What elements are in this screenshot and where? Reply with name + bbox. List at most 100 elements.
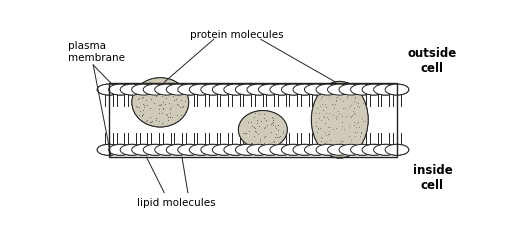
Circle shape — [362, 144, 386, 155]
Circle shape — [97, 84, 121, 95]
Circle shape — [109, 84, 132, 95]
Circle shape — [281, 144, 305, 155]
Circle shape — [132, 144, 155, 155]
Text: lipid molecules: lipid molecules — [137, 198, 215, 208]
Circle shape — [235, 84, 259, 95]
Circle shape — [235, 144, 259, 155]
Circle shape — [316, 144, 340, 155]
Circle shape — [155, 144, 179, 155]
Circle shape — [178, 84, 202, 95]
Circle shape — [374, 84, 397, 95]
Circle shape — [201, 144, 224, 155]
Circle shape — [224, 84, 247, 95]
Circle shape — [143, 84, 167, 95]
Circle shape — [235, 144, 259, 155]
Circle shape — [224, 144, 247, 155]
Circle shape — [339, 144, 363, 155]
Circle shape — [362, 84, 386, 95]
Text: plasma
membrane: plasma membrane — [68, 41, 125, 63]
Ellipse shape — [132, 78, 189, 127]
Circle shape — [281, 144, 305, 155]
Circle shape — [362, 144, 386, 155]
Circle shape — [270, 144, 294, 155]
Circle shape — [293, 144, 317, 155]
Circle shape — [339, 144, 363, 155]
Circle shape — [259, 144, 282, 155]
Circle shape — [143, 144, 167, 155]
Circle shape — [120, 144, 144, 155]
Ellipse shape — [238, 110, 287, 149]
Ellipse shape — [312, 81, 368, 158]
Circle shape — [247, 84, 271, 95]
Circle shape — [143, 144, 167, 155]
Circle shape — [212, 84, 236, 95]
Circle shape — [374, 144, 397, 155]
Circle shape — [189, 84, 213, 95]
Circle shape — [259, 84, 282, 95]
Circle shape — [178, 144, 202, 155]
Circle shape — [339, 84, 363, 95]
Circle shape — [166, 84, 190, 95]
Circle shape — [109, 144, 132, 155]
Circle shape — [132, 84, 155, 95]
Circle shape — [155, 84, 179, 95]
Circle shape — [351, 84, 374, 95]
Circle shape — [109, 144, 132, 155]
Circle shape — [224, 144, 247, 155]
Circle shape — [166, 144, 190, 155]
Circle shape — [132, 84, 155, 95]
Circle shape — [385, 144, 409, 155]
Circle shape — [143, 84, 167, 95]
Circle shape — [97, 84, 121, 95]
Circle shape — [304, 144, 328, 155]
Circle shape — [316, 84, 340, 95]
Circle shape — [327, 84, 351, 95]
Circle shape — [109, 84, 132, 95]
Circle shape — [212, 144, 236, 155]
Circle shape — [259, 84, 282, 95]
Ellipse shape — [132, 78, 189, 127]
Bar — [109, 83, 397, 157]
Circle shape — [224, 84, 247, 95]
Circle shape — [212, 84, 236, 95]
Circle shape — [304, 144, 328, 155]
Circle shape — [304, 84, 328, 95]
Circle shape — [270, 84, 294, 95]
Circle shape — [385, 84, 409, 95]
Circle shape — [247, 84, 271, 95]
Circle shape — [166, 84, 190, 95]
Circle shape — [270, 84, 294, 95]
Circle shape — [259, 144, 282, 155]
Circle shape — [293, 84, 317, 95]
Circle shape — [201, 84, 224, 95]
Circle shape — [362, 84, 386, 95]
Circle shape — [374, 84, 397, 95]
Circle shape — [374, 144, 397, 155]
Circle shape — [97, 144, 121, 155]
Circle shape — [247, 144, 271, 155]
Circle shape — [189, 84, 213, 95]
Circle shape — [304, 84, 328, 95]
Circle shape — [97, 144, 121, 155]
Text: protein molecules: protein molecules — [190, 30, 284, 40]
Circle shape — [270, 144, 294, 155]
Circle shape — [235, 84, 259, 95]
Circle shape — [212, 144, 236, 155]
Circle shape — [132, 144, 155, 155]
Ellipse shape — [238, 110, 287, 149]
Circle shape — [201, 84, 224, 95]
Circle shape — [120, 84, 144, 95]
Circle shape — [281, 84, 305, 95]
Circle shape — [316, 144, 340, 155]
Circle shape — [281, 84, 305, 95]
Circle shape — [120, 144, 144, 155]
Circle shape — [155, 144, 179, 155]
Circle shape — [351, 84, 374, 95]
Circle shape — [385, 84, 409, 95]
Circle shape — [316, 84, 340, 95]
Circle shape — [339, 84, 363, 95]
Circle shape — [120, 84, 144, 95]
Circle shape — [327, 144, 351, 155]
Circle shape — [327, 84, 351, 95]
Circle shape — [166, 144, 190, 155]
